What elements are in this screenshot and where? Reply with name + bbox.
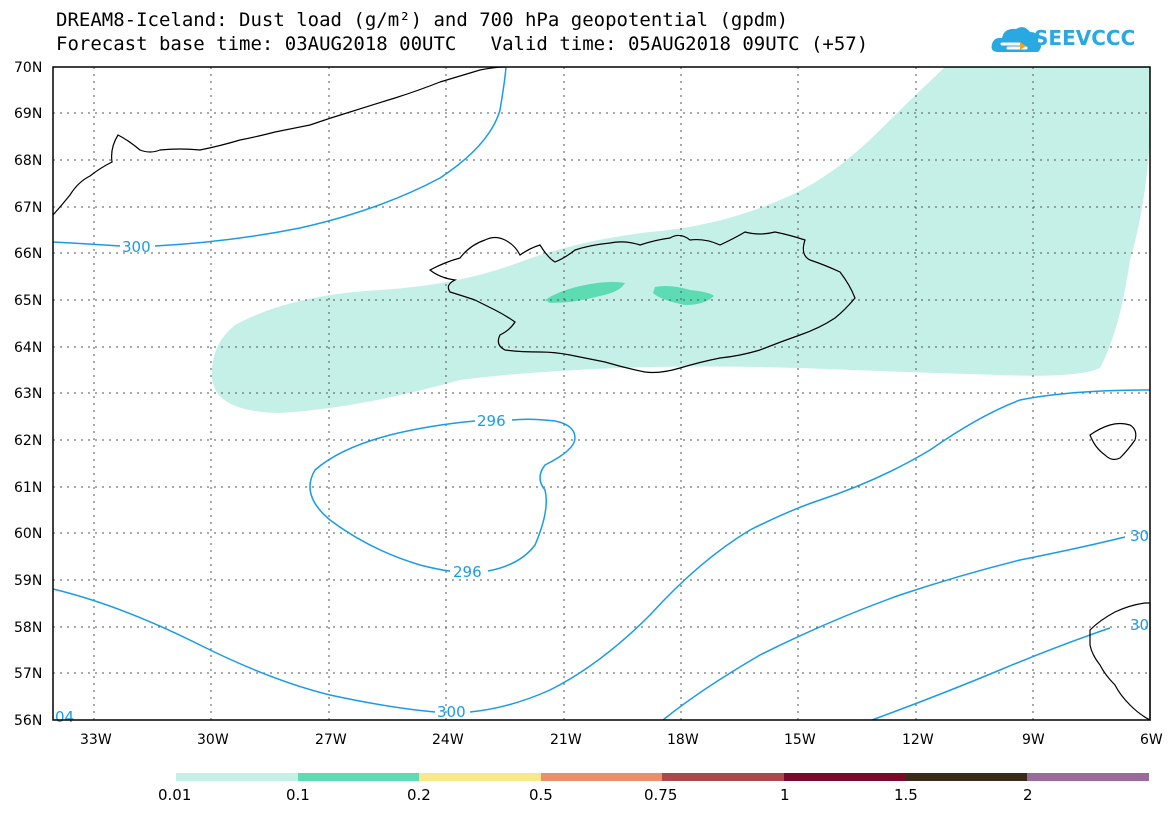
chart-title: DREAM8-Iceland: Dust load (g/m²) and 700… [56, 9, 789, 31]
lat-label: 70N [14, 60, 42, 76]
contour-30-east [662, 536, 1126, 721]
contour-30-southeast [871, 627, 1111, 721]
lon-label: 21W [550, 732, 582, 748]
geopotential-contours [52, 66, 1151, 721]
logo-text: SEEVCCC [1034, 26, 1136, 50]
lat-label: 56N [14, 713, 42, 729]
scotland-coast [1089, 602, 1151, 721]
lon-label: 6W [1140, 732, 1163, 748]
longitude-labels: 33W 30W 27W 24W 21W 18W 15W 12W 9W 6W [80, 732, 1163, 748]
colorbar-label: 0.75 [644, 786, 677, 804]
lon-label: 24W [432, 732, 464, 748]
grid-lines [53, 67, 1150, 720]
lat-label: 66N [14, 246, 42, 262]
dust-area-mid-1 [545, 281, 625, 303]
contour-300-south [52, 389, 1151, 713]
lon-label: 12W [902, 732, 934, 748]
latitude-labels: 70N 69N 68N 67N 66N 65N 64N 63N 62N 61N … [14, 60, 42, 729]
lat-label: 59N [14, 573, 42, 589]
contour-label: 300 [437, 703, 466, 721]
contour-label: 300 [122, 238, 151, 256]
colorbar-swatch [906, 773, 1027, 781]
lon-label: 27W [315, 732, 347, 748]
lat-label: 58N [14, 620, 42, 636]
colorbar-label: 1.5 [894, 786, 918, 804]
greenland-coast [52, 66, 506, 216]
lon-label: 15W [784, 732, 816, 748]
colorbar-label: 0.01 [158, 786, 191, 804]
lon-label: 18W [667, 732, 699, 748]
contour-labels: 300 296 296 300 30 30 04 [55, 238, 1149, 726]
lon-label: 9W [1022, 732, 1045, 748]
contour-300-north [52, 66, 507, 247]
cloud-logo-icon [991, 27, 1041, 52]
colorbar-label: 2 [1023, 786, 1033, 804]
contour-label: 296 [477, 412, 506, 430]
lat-label: 67N [14, 200, 42, 216]
lat-label: 65N [14, 293, 42, 309]
lat-label: 69N [14, 106, 42, 122]
colorbar-swatch [662, 773, 784, 781]
colorbar-label: 0.1 [286, 786, 310, 804]
lat-label: 57N [14, 666, 42, 682]
coastlines [52, 66, 1151, 721]
colorbar-swatch [176, 773, 298, 781]
faroe-coast [1089, 422, 1137, 461]
lon-label: 30W [197, 732, 229, 748]
colorbar-label: 0.2 [407, 786, 431, 804]
contour-label: 04 [55, 708, 74, 726]
lat-label: 63N [14, 386, 42, 402]
iceland-coast [428, 231, 856, 374]
contour-label: 296 [453, 563, 482, 581]
lat-label: 61N [14, 480, 42, 496]
lon-label: 33W [80, 732, 112, 748]
colorbar-swatch [298, 773, 419, 781]
lat-label: 68N [14, 153, 42, 169]
colorbar-swatch [1027, 773, 1149, 781]
colorbar: 0.01 0.1 0.2 0.5 0.75 1 1.5 2 [158, 773, 1149, 804]
contour-296-loop [309, 418, 576, 572]
lat-label: 60N [14, 526, 42, 542]
colorbar-swatch [419, 773, 541, 781]
lat-label: 62N [14, 433, 42, 449]
lat-label: 64N [14, 340, 42, 356]
contour-label: 30 [1130, 616, 1149, 634]
contour-label: 30 [1130, 527, 1149, 545]
colorbar-label: 1 [780, 786, 790, 804]
map-frame [52, 66, 1151, 721]
chart-subtitle: Forecast base time: 03AUG2018 00UTC Vali… [56, 33, 869, 55]
colorbar-swatch [541, 773, 662, 781]
colorbar-swatch [784, 773, 906, 781]
colorbar-label: 0.5 [529, 786, 553, 804]
